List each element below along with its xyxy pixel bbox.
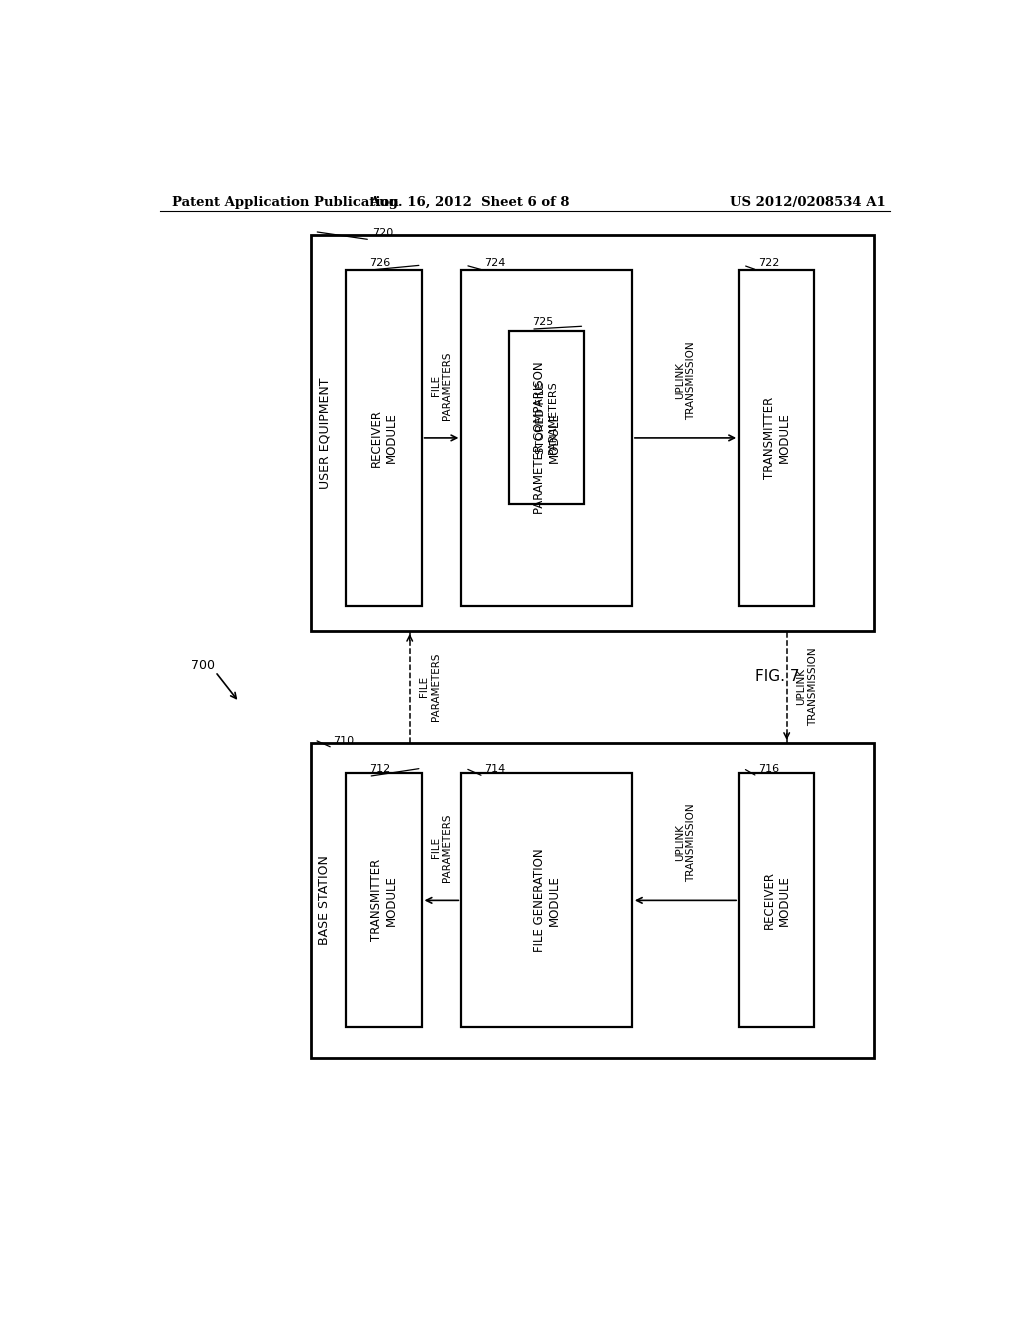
Bar: [310, 235, 874, 631]
Text: TRANSMITTER
MODULE: TRANSMITTER MODULE: [763, 397, 791, 479]
Text: PARAMETER COMPARISON
MODULE: PARAMETER COMPARISON MODULE: [532, 362, 560, 515]
Bar: [346, 271, 422, 606]
Bar: [509, 331, 585, 504]
Text: Patent Application Publication: Patent Application Publication: [172, 195, 398, 209]
Text: RECEIVER
MODULE: RECEIVER MODULE: [763, 871, 791, 929]
Text: FILE
PARAMETERS: FILE PARAMETERS: [431, 351, 453, 420]
Text: US 2012/0208534 A1: US 2012/0208534 A1: [730, 195, 886, 209]
Text: TRANSMITTER
MODULE: TRANSMITTER MODULE: [370, 859, 398, 941]
Text: USER EQUIPMENT: USER EQUIPMENT: [318, 378, 332, 488]
Bar: [346, 774, 422, 1027]
Text: Aug. 16, 2012  Sheet 6 of 8: Aug. 16, 2012 Sheet 6 of 8: [369, 195, 569, 209]
Text: FIG. 7: FIG. 7: [755, 669, 800, 684]
Text: UPLINK
TRANSMISSION: UPLINK TRANSMISSION: [675, 341, 696, 420]
Text: 726: 726: [370, 259, 390, 268]
Text: 714: 714: [484, 764, 506, 775]
Bar: [739, 774, 814, 1027]
Text: 716: 716: [758, 764, 779, 775]
Text: FILE
PARAMETERS: FILE PARAMETERS: [419, 652, 441, 721]
Text: 724: 724: [484, 259, 506, 268]
Text: 720: 720: [372, 227, 393, 238]
Text: 725: 725: [531, 317, 553, 327]
Text: STORED FILE
PARAMETERS: STORED FILE PARAMETERS: [536, 380, 557, 454]
Bar: [739, 271, 814, 606]
Text: FILE
PARAMETERS: FILE PARAMETERS: [431, 813, 453, 882]
Text: RECEIVER
MODULE: RECEIVER MODULE: [370, 409, 398, 467]
Text: 710: 710: [334, 735, 354, 746]
Text: UPLINK
TRANSMISSION: UPLINK TRANSMISSION: [675, 804, 696, 882]
Text: 722: 722: [758, 259, 779, 268]
Text: 700: 700: [191, 659, 215, 672]
Bar: [461, 271, 632, 606]
Text: 712: 712: [370, 764, 390, 775]
Bar: [461, 774, 632, 1027]
Text: BASE STATION: BASE STATION: [318, 855, 332, 945]
Bar: [310, 743, 874, 1057]
Text: FILE GENERATION
MODULE: FILE GENERATION MODULE: [532, 849, 560, 952]
Text: UPLINK
TRANSMISSION: UPLINK TRANSMISSION: [797, 648, 818, 726]
